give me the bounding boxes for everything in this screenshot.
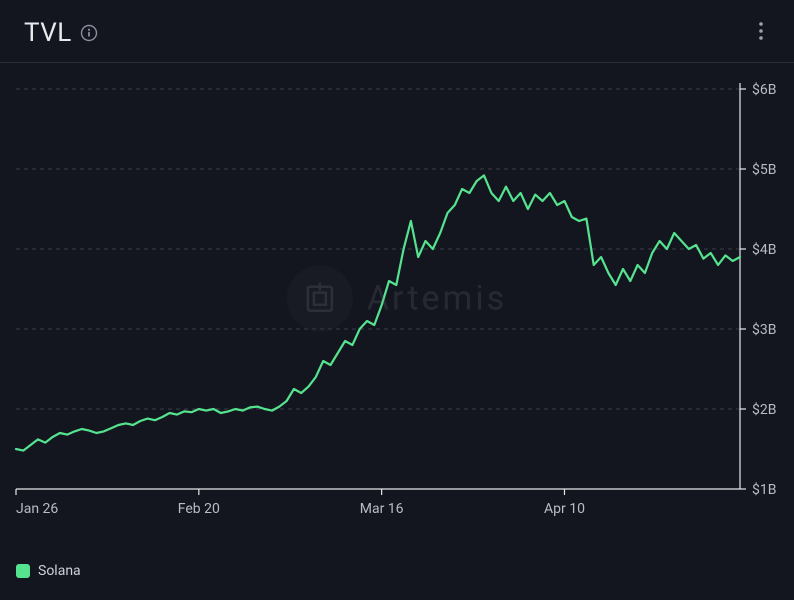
svg-text:$5B: $5B	[752, 161, 776, 178]
chart-container: Artemis $1B$2B$3B$4B$5B$6BJan 26Feb 20Ma…	[0, 63, 794, 545]
info-icon[interactable]	[80, 24, 98, 42]
svg-text:Mar 16: Mar 16	[360, 501, 404, 517]
tvl-line-chart: $1B $2B $3B $4B $5B $6B Jan 26 Feb 20 Mar 16 Apr …	[12, 75, 782, 545]
svg-text:$2B: $2B	[752, 401, 776, 418]
chart-title: TVL	[24, 18, 72, 48]
legend-swatch	[16, 564, 30, 578]
svg-text:$4B: $4B	[752, 241, 776, 258]
title-wrap: TVL	[24, 18, 98, 48]
svg-text:$3B: $3B	[752, 321, 776, 338]
chart-header: TVL	[0, 0, 794, 63]
kebab-menu-icon[interactable]	[752, 20, 770, 46]
svg-text:Jan 26: Jan 26	[16, 501, 58, 517]
svg-text:Apr 10: Apr 10	[544, 501, 585, 517]
svg-text:$1B: $1B	[752, 481, 776, 498]
legend: Solana	[16, 563, 81, 579]
svg-text:Feb 20: Feb 20	[178, 501, 220, 517]
svg-text:$6B: $6B	[752, 81, 776, 98]
legend-label: Solana	[38, 563, 81, 579]
